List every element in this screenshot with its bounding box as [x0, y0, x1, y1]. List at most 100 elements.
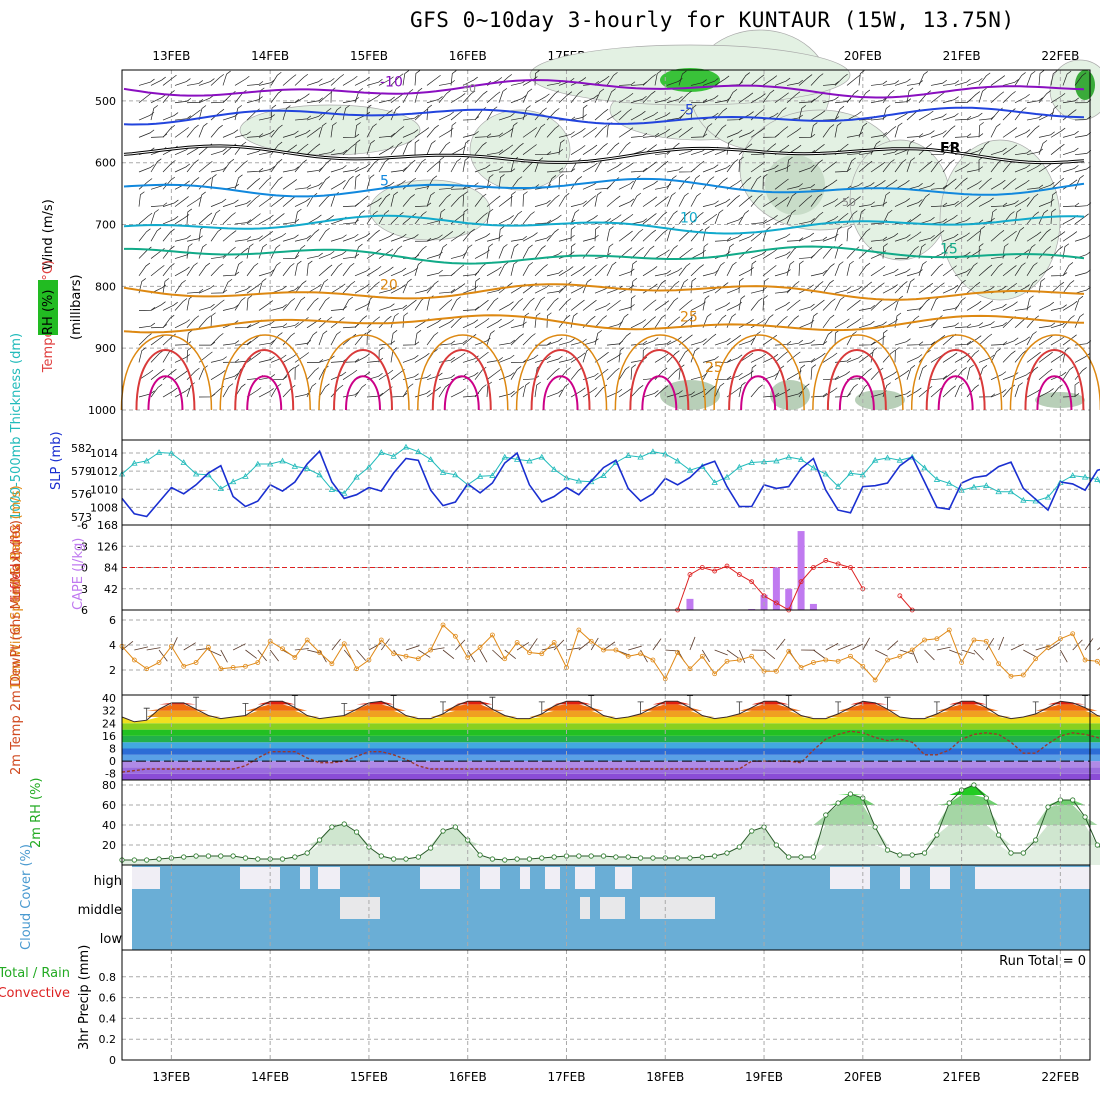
wind-barb — [318, 297, 330, 311]
rh-shade — [239, 104, 421, 156]
rh-marker — [378, 853, 384, 859]
wind-speed-marker — [996, 661, 1002, 667]
wind-barb — [426, 217, 443, 225]
wind-barb — [1062, 280, 1075, 294]
wind-barb — [186, 235, 203, 242]
wind-barb — [522, 244, 533, 259]
date-label-bottom: 14FEB — [251, 1070, 289, 1084]
wind-barb — [822, 387, 838, 398]
wind-barb — [510, 243, 519, 259]
wind-barb — [894, 159, 907, 173]
wind-barb — [690, 264, 704, 277]
rh-marker — [637, 855, 644, 861]
wind-barb — [138, 129, 155, 138]
wind-barb — [834, 261, 844, 276]
wind-barb — [1062, 347, 1070, 363]
thickness-marker — [711, 479, 718, 485]
wind-barb — [234, 261, 243, 276]
rh-marker — [798, 854, 804, 860]
y-label-thickness: 1000-500mb Thickness (dm) — [9, 333, 24, 520]
wind-barb — [654, 249, 670, 259]
wind-barb — [990, 389, 1007, 398]
wind-barb — [906, 278, 915, 294]
wind-barb — [318, 227, 330, 242]
wind-barb — [714, 261, 725, 277]
wind-barb — [618, 180, 634, 190]
li-line — [677, 559, 864, 611]
y-label-precip: 3hr Precip (mm) — [77, 945, 92, 1050]
wind-barb — [786, 315, 800, 329]
thickness-marker — [341, 489, 348, 496]
date-label-bottom: 19FEB — [745, 1070, 783, 1084]
wind-barb — [318, 278, 329, 294]
wind-barb — [222, 212, 236, 225]
wind-barb — [918, 234, 935, 242]
wind-barb — [378, 303, 395, 311]
wind-barb — [246, 96, 263, 104]
temperature-contour — [123, 214, 1085, 235]
wind-barb — [306, 143, 321, 155]
wind-barb — [366, 78, 383, 86]
wind-barb — [269, 649, 279, 662]
temp-band — [122, 754, 1100, 762]
wind-barb — [798, 383, 810, 398]
wind-barb — [402, 159, 416, 173]
contour-label: 15 — [940, 241, 958, 257]
wind-barb — [210, 147, 227, 156]
wind-barb — [342, 219, 360, 225]
wind-barb — [534, 245, 546, 259]
rh-band — [122, 785, 1100, 795]
thickness-tick: 582 — [71, 442, 92, 455]
cloud-clear — [830, 867, 870, 889]
wind-barb — [978, 226, 986, 242]
wind-barb — [990, 263, 1003, 277]
wind-barb — [702, 95, 719, 104]
y-tick-label: 4 — [109, 639, 116, 652]
wind-barb — [270, 196, 285, 207]
thickness-marker — [538, 453, 545, 460]
wind-barb — [906, 387, 922, 398]
wind-barb — [186, 262, 198, 277]
thickness-marker — [279, 457, 286, 464]
wind-barb — [798, 260, 804, 276]
wind-barb — [330, 306, 348, 311]
wind-barb — [174, 180, 190, 190]
wind-barb — [738, 277, 744, 294]
temperature-contour — [838, 375, 875, 411]
wind-barb — [210, 74, 225, 86]
wind-barb — [918, 217, 935, 225]
temperature-contour — [515, 334, 608, 411]
wind-barb — [294, 184, 312, 190]
wind-barb — [390, 304, 408, 311]
wind-barb — [606, 214, 622, 225]
wind-barb — [942, 233, 959, 242]
wind-barb — [930, 218, 948, 225]
wind-barb — [930, 230, 945, 242]
wind-barb — [1026, 163, 1042, 173]
wind-barb — [1074, 286, 1091, 294]
wind-barb — [462, 285, 479, 294]
thickness-marker — [834, 483, 842, 489]
minmax-marker — [143, 707, 150, 721]
wind-barb — [486, 234, 503, 242]
wind-barb — [546, 367, 560, 380]
wind-barb — [366, 197, 382, 207]
temperature-contour — [614, 334, 707, 411]
wind-barb — [582, 234, 599, 242]
wind-barb — [546, 214, 562, 225]
wind-barb — [354, 353, 370, 363]
wind-barb — [186, 243, 193, 259]
wind-barb — [522, 297, 535, 311]
wind-barb — [258, 300, 274, 311]
wind-barb — [618, 198, 635, 207]
rh-marker — [946, 800, 952, 806]
wind-barb — [510, 210, 523, 225]
temperature-contour — [641, 375, 678, 411]
wind-barb — [1062, 70, 1072, 86]
wind-barb — [942, 159, 955, 173]
li-marker — [823, 558, 829, 563]
wind-barb — [762, 295, 768, 311]
wind-barb — [702, 313, 712, 328]
wind-barb — [318, 264, 333, 277]
